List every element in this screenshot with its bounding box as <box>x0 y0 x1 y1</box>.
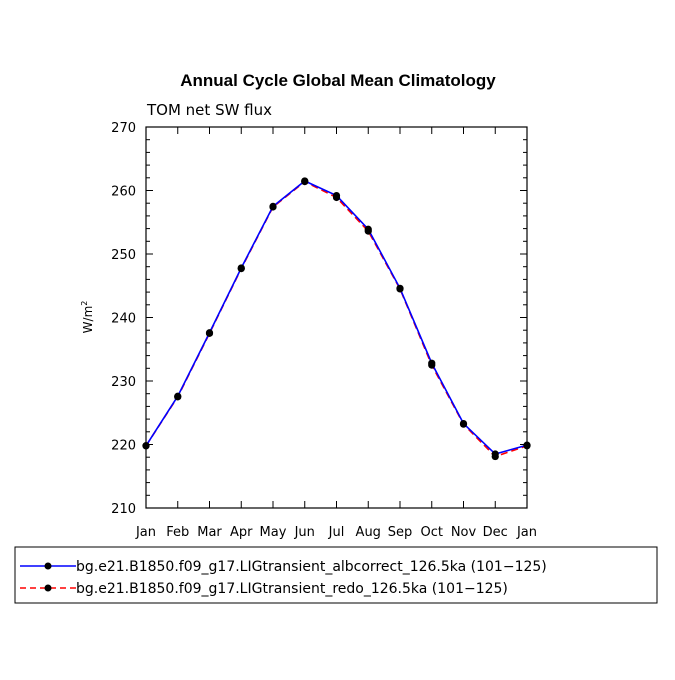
x-tick-label: Dec <box>483 525 508 540</box>
x-tick-labels: Jan Feb Mar Apr May Jun Jul Aug Sep Oct Nov Dec Jan <box>135 525 537 540</box>
x-tick-label: Apr <box>230 525 253 540</box>
y-tick-label: 230 <box>111 375 136 390</box>
chart-subtitle: TOM net SW flux <box>146 101 272 119</box>
series-line-2 <box>145 180 528 458</box>
x-tick-label: Nov <box>451 525 477 540</box>
legend: bg.e21.B1850.f09_g17.LIGtransient_albcor… <box>14 546 658 604</box>
series-1-point <box>269 202 277 210</box>
y-tick-label: 270 <box>111 121 136 136</box>
series-1-point <box>332 191 341 200</box>
series-line-1 <box>145 180 528 455</box>
y-tick-label: 220 <box>111 439 136 454</box>
legend-box <box>14 546 658 604</box>
y-axis-label: W/m2 <box>80 301 95 334</box>
series-1-point <box>142 442 150 450</box>
x-tick-label: Sep <box>388 525 413 540</box>
legend-label-series-2: bg.e21.B1850.f09_g17.LIGtransient_redo_1… <box>76 581 508 597</box>
y-tick-label: 250 <box>111 248 136 263</box>
series-1-point <box>428 359 436 367</box>
y-tick-label: 240 <box>111 312 136 327</box>
series-1-point <box>396 284 404 292</box>
series-layer <box>142 177 531 461</box>
chart-title: Annual Cycle Global Mean Climatology <box>180 71 496 90</box>
series-1-point <box>523 441 531 449</box>
legend-label-series-1: bg.e21.B1850.f09_g17.LIGtransient_albcor… <box>76 559 547 575</box>
plot-frame <box>145 126 528 509</box>
tick-group <box>145 126 528 509</box>
series-1-point <box>237 264 245 272</box>
x-tick-label: Jun <box>294 525 315 540</box>
x-tick-label: Mar <box>197 525 222 540</box>
y-tick-label: 260 <box>111 185 136 200</box>
x-tick-label: Jan <box>135 525 156 540</box>
y-tick-labels: 210 220 230 240 250 260 270 <box>111 121 136 517</box>
series-1-point <box>459 419 468 428</box>
x-tick-label: Oct <box>421 525 443 540</box>
x-tick-label: Aug <box>356 525 381 540</box>
series-1-point <box>301 177 309 185</box>
x-tick-label: Jul <box>328 525 345 540</box>
series-1-point <box>491 450 499 458</box>
series-1-point <box>174 392 182 400</box>
legend-marker-series-2 <box>44 584 52 592</box>
y-axis-label-unit: W/m <box>81 306 95 334</box>
x-tick-label: May <box>260 525 287 540</box>
x-tick-label: Jan <box>516 525 537 540</box>
series-1-point <box>364 225 372 233</box>
x-tick-label: Feb <box>166 525 189 540</box>
y-axis-label-superscript: 2 <box>80 301 89 306</box>
legend-marker-series-1 <box>44 562 52 570</box>
series-1-point <box>205 329 214 337</box>
y-tick-label: 210 <box>111 502 136 517</box>
